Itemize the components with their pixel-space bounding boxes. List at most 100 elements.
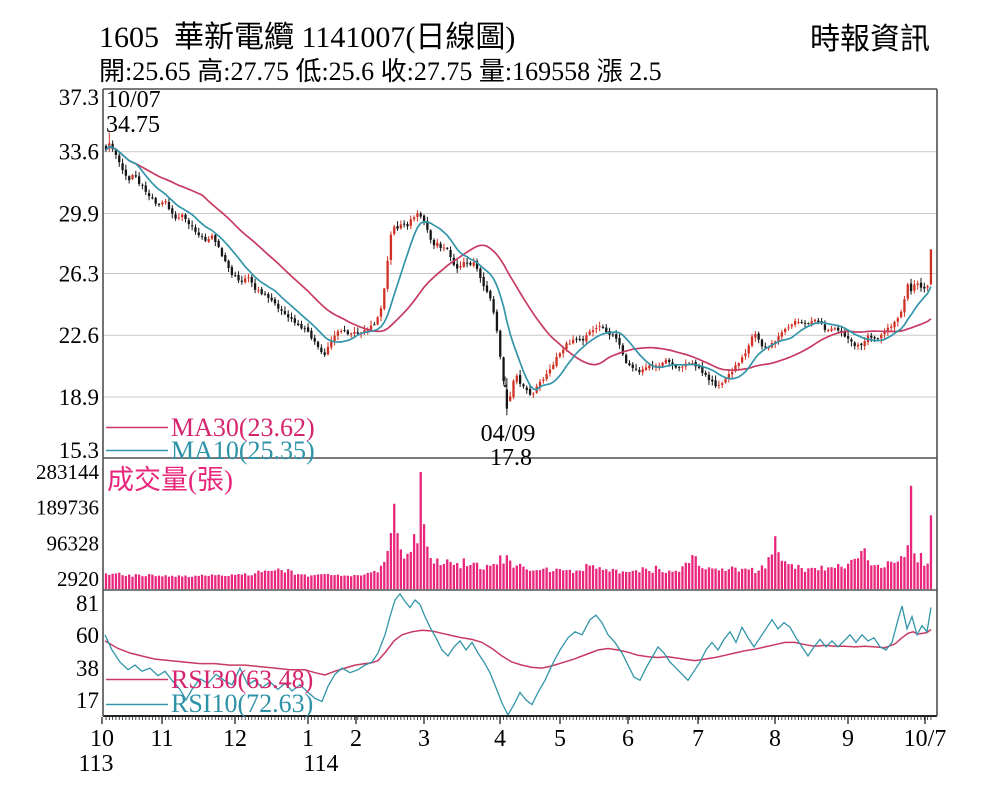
volume-bar bbox=[214, 575, 217, 589]
volume-bar bbox=[263, 570, 267, 589]
candle-body bbox=[210, 235, 214, 239]
candle-body bbox=[243, 278, 247, 283]
candle-body bbox=[157, 204, 161, 205]
candle-body bbox=[502, 357, 505, 381]
volume-bar bbox=[174, 576, 177, 589]
rsi-lines bbox=[104, 592, 932, 717]
candle-body bbox=[260, 289, 263, 295]
volume-bar bbox=[843, 568, 846, 589]
volume-bar bbox=[896, 561, 899, 589]
ma30-line bbox=[105, 145, 932, 372]
candle-body bbox=[485, 285, 489, 292]
candle-body bbox=[114, 149, 118, 155]
volume-bar bbox=[707, 567, 711, 589]
candle-body bbox=[873, 337, 876, 339]
candle-body bbox=[853, 342, 856, 346]
volume-bar bbox=[764, 568, 767, 589]
volume-bar bbox=[465, 566, 469, 589]
volume-bar bbox=[697, 565, 701, 589]
volume-bar bbox=[333, 575, 336, 589]
candle-body bbox=[297, 323, 300, 326]
price-tick-label: 33.6 bbox=[59, 140, 99, 165]
volume-bar bbox=[452, 564, 456, 589]
ma10-legend-label: MA10(25.35) bbox=[171, 436, 315, 465]
candle-body bbox=[727, 373, 730, 379]
volume-bar bbox=[532, 570, 535, 589]
volume-bar bbox=[336, 574, 340, 589]
volume-bar bbox=[740, 568, 744, 589]
candle-body bbox=[601, 326, 605, 328]
candle-body bbox=[634, 368, 638, 370]
candle-body bbox=[724, 378, 727, 383]
candle-body bbox=[465, 262, 469, 264]
candle-body bbox=[505, 389, 509, 409]
candle-body bbox=[509, 396, 512, 401]
volume-bar bbox=[800, 568, 803, 589]
volume-bar bbox=[310, 575, 313, 589]
volume-bar bbox=[926, 563, 929, 589]
volume-bar bbox=[306, 576, 310, 589]
candle-body bbox=[880, 334, 883, 339]
volume-bar bbox=[876, 564, 880, 589]
rsi30-legend-label: RSI30(63.48) bbox=[171, 665, 313, 694]
low-price-annotation: 17.8 bbox=[490, 445, 532, 471]
volume-bar bbox=[439, 565, 442, 589]
candle-body bbox=[916, 283, 919, 285]
page-title: 1605 華新電纜 1141007(日線圖) bbox=[99, 21, 516, 54]
volume-bar bbox=[747, 569, 750, 589]
candle-body bbox=[876, 338, 880, 340]
volume-bar bbox=[651, 572, 654, 589]
volume-bar bbox=[343, 575, 346, 589]
volume-bar bbox=[383, 561, 386, 589]
volume-bar bbox=[648, 571, 651, 589]
volume-bar bbox=[638, 572, 641, 589]
candle-body bbox=[489, 290, 492, 299]
volume-bar bbox=[171, 575, 174, 589]
candle-body bbox=[790, 324, 793, 327]
volume-bar bbox=[823, 570, 827, 589]
volume-bar bbox=[634, 570, 638, 589]
candle-body bbox=[118, 155, 121, 163]
candle-body bbox=[522, 384, 525, 387]
price-tick-label: 22.6 bbox=[59, 323, 99, 348]
candle-body bbox=[253, 283, 257, 290]
candle-body bbox=[323, 352, 326, 355]
candle-body bbox=[515, 375, 518, 382]
candle-body bbox=[631, 364, 634, 368]
candle-body bbox=[439, 243, 442, 249]
candle-body bbox=[426, 221, 429, 230]
candle-body bbox=[217, 240, 220, 247]
candle-body bbox=[668, 359, 671, 362]
volume-bar bbox=[542, 568, 545, 589]
x-month-label: 2 bbox=[350, 726, 362, 752]
candle-body bbox=[283, 311, 287, 314]
candle-body bbox=[300, 323, 303, 329]
volume-bar bbox=[426, 546, 429, 589]
x-month-label: 11 bbox=[150, 726, 173, 752]
candle-body bbox=[154, 198, 157, 204]
x-month-label: 5 bbox=[554, 726, 566, 752]
volume-bar bbox=[197, 575, 200, 589]
volume-bar bbox=[777, 552, 780, 589]
volume-bar bbox=[220, 575, 224, 589]
candle-body bbox=[644, 367, 648, 370]
candle-body bbox=[171, 208, 174, 214]
candle-body bbox=[886, 327, 890, 333]
volume-bar bbox=[578, 570, 581, 589]
volume-bar bbox=[714, 568, 717, 589]
candle-body bbox=[830, 328, 833, 331]
candle-body bbox=[568, 343, 571, 345]
candle-body bbox=[562, 349, 565, 354]
candle-body bbox=[383, 288, 386, 309]
candle-body bbox=[167, 202, 171, 210]
candle-body bbox=[793, 321, 797, 325]
volume-bar bbox=[124, 575, 128, 589]
rsi10-curve bbox=[104, 592, 932, 717]
candle-body bbox=[273, 299, 277, 304]
rsi-tick-label: 81 bbox=[76, 591, 99, 616]
volume-bar bbox=[412, 534, 416, 589]
price-tick-label: 18.9 bbox=[59, 385, 99, 410]
volume-bar bbox=[820, 565, 823, 589]
candle-body bbox=[896, 318, 899, 322]
volume-bar bbox=[237, 573, 240, 589]
